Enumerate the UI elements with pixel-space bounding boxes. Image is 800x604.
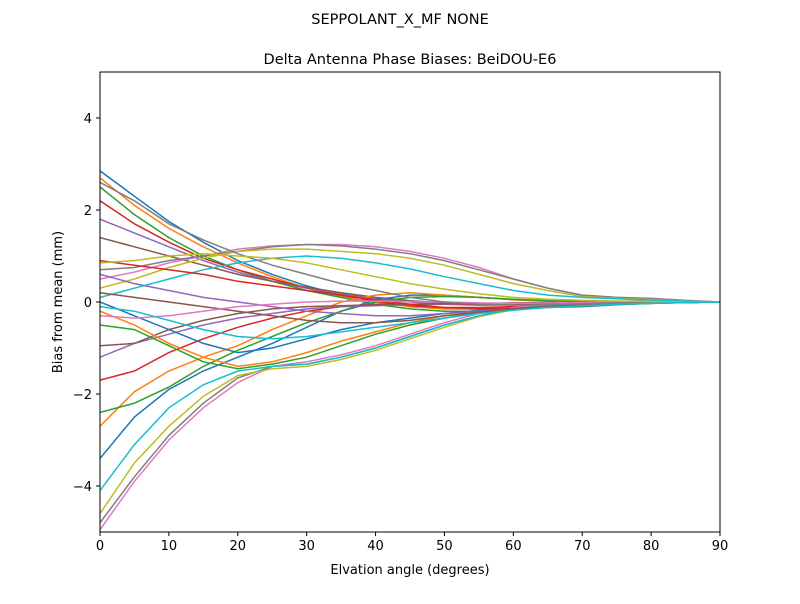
y-axis: −4 −2 0 2 4	[73, 112, 100, 495]
chart-suptitle: SEPPOLANT_X_MF NONE	[311, 12, 488, 28]
x-tick-label: 60	[505, 539, 522, 554]
x-axis-label: Elvation angle (degrees)	[330, 563, 489, 578]
series-line	[100, 301, 720, 381]
series-line	[100, 255, 720, 303]
series-line	[100, 301, 720, 358]
x-axis: 0 10 20 30 40 50 60 70 80 90	[96, 532, 728, 554]
x-tick-label: 20	[230, 539, 247, 554]
series-line	[100, 300, 720, 319]
y-tick-label: −4	[73, 480, 92, 495]
series-lines	[100, 170, 720, 531]
series-line	[100, 181, 720, 306]
series-line	[100, 300, 720, 515]
series-line	[100, 300, 720, 531]
series-line	[100, 301, 720, 492]
series-line	[100, 252, 720, 303]
series-line	[100, 301, 720, 340]
series-line	[100, 294, 720, 459]
x-tick-label: 10	[161, 539, 178, 554]
y-tick-label: 2	[84, 204, 92, 219]
x-tick-label: 40	[367, 539, 384, 554]
y-tick-label: −2	[73, 388, 92, 403]
series-line	[100, 295, 720, 414]
x-tick-label: 90	[712, 539, 729, 554]
series-line	[100, 170, 720, 310]
x-tick-label: 70	[574, 539, 591, 554]
y-tick-label: 4	[84, 112, 92, 127]
x-tick-label: 80	[643, 539, 660, 554]
x-tick-label: 50	[436, 539, 453, 554]
x-tick-label: 30	[298, 539, 315, 554]
series-line	[100, 236, 720, 306]
x-tick-label: 0	[96, 539, 104, 554]
y-tick-label: 0	[84, 296, 92, 311]
y-axis-label: Bias from mean (mm)	[51, 231, 66, 373]
series-line	[100, 177, 720, 310]
series-line	[100, 243, 720, 303]
chart-title: Delta Antenna Phase Biases: BeiDOU-E6	[264, 52, 557, 68]
